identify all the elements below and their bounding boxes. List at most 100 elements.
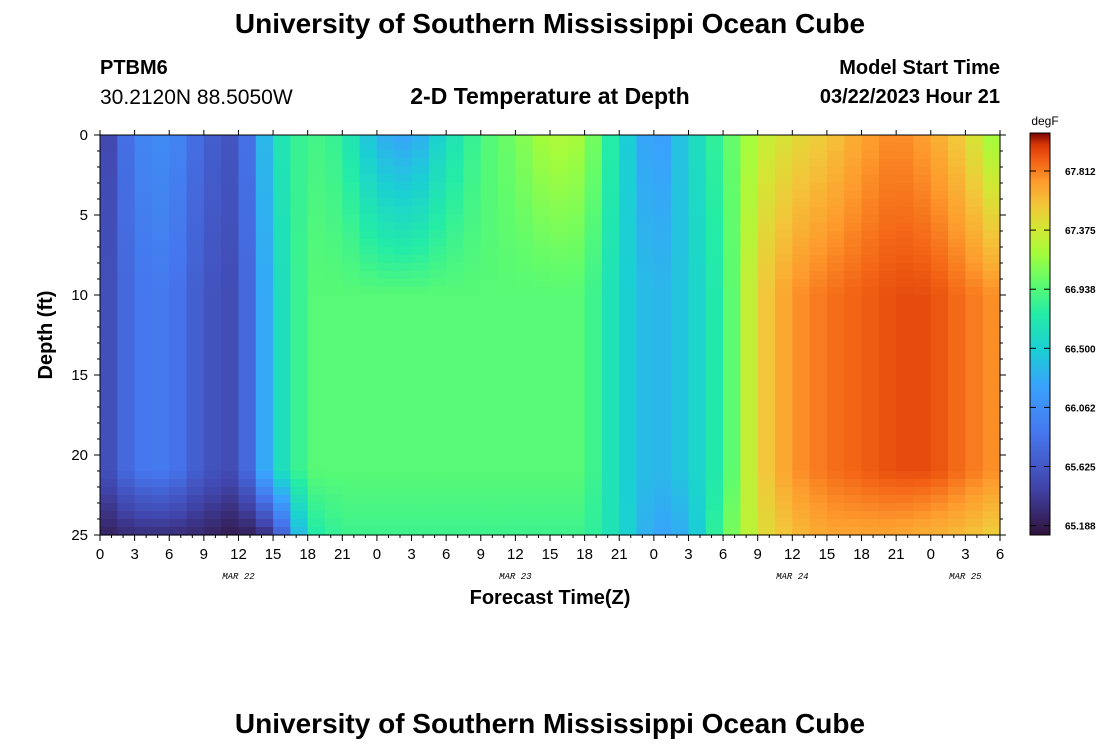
- heatmap-cell: [480, 351, 499, 360]
- heatmap-cell: [359, 335, 378, 344]
- heatmap-cell: [359, 495, 378, 504]
- heatmap-cell: [151, 263, 170, 272]
- heatmap-cell: [792, 351, 811, 360]
- heatmap-cell: [982, 271, 1001, 280]
- heatmap-cell: [567, 159, 586, 168]
- heatmap-cell: [480, 343, 499, 352]
- heatmap-cell: [653, 175, 672, 184]
- heatmap-cell: [982, 383, 1001, 392]
- heatmap-cell: [653, 223, 672, 232]
- heatmap-cell: [238, 159, 257, 168]
- heatmap-cell: [290, 423, 309, 432]
- heatmap-cell: [948, 343, 966, 352]
- heatmap-cell: [359, 391, 378, 400]
- heatmap-cell: [342, 303, 361, 312]
- heatmap-cell: [480, 439, 499, 448]
- heatmap-cell: [169, 415, 188, 424]
- heatmap-cell: [498, 287, 516, 296]
- heatmap-cell: [307, 151, 326, 160]
- heatmap-cell: [221, 415, 240, 424]
- heatmap-cell: [982, 431, 1001, 440]
- heatmap-cell: [411, 511, 430, 520]
- heatmap-cell: [203, 191, 222, 200]
- heatmap-cell: [948, 319, 966, 328]
- heatmap-cell: [653, 287, 672, 296]
- heatmap-cell: [861, 463, 880, 472]
- heatmap-cell: [290, 351, 309, 360]
- heatmap-cell: [498, 415, 516, 424]
- heatmap-cell: [896, 319, 915, 328]
- heatmap-cell: [359, 135, 378, 144]
- heatmap-cell: [532, 263, 551, 272]
- heatmap-cell: [428, 431, 447, 440]
- heatmap-cell: [325, 207, 343, 216]
- heatmap-cell: [792, 271, 811, 280]
- heatmap-cell: [896, 271, 915, 280]
- heatmap-cell: [151, 423, 170, 432]
- heatmap-cell: [532, 151, 551, 160]
- heatmap-cell: [134, 319, 153, 328]
- heatmap-cell: [186, 455, 205, 464]
- heatmap-cell: [965, 143, 984, 152]
- x-tick-label: 15: [542, 546, 559, 563]
- heatmap-cell: [186, 503, 205, 512]
- heatmap-cell: [480, 255, 499, 264]
- heatmap-cell: [428, 199, 447, 208]
- heatmap-cell: [428, 255, 447, 264]
- heatmap-cell: [601, 399, 620, 408]
- heatmap-cell: [359, 383, 378, 392]
- heatmap-cell: [826, 143, 845, 152]
- heatmap-cell: [273, 295, 291, 304]
- heatmap-cell: [653, 335, 672, 344]
- heatmap-cell: [705, 271, 724, 280]
- heatmap-cell: [653, 519, 672, 528]
- heatmap-cell: [411, 255, 430, 264]
- heatmap-cell: [601, 231, 620, 240]
- heatmap-cell: [619, 399, 638, 408]
- heatmap-cell: [636, 415, 655, 424]
- heatmap-cell: [273, 479, 291, 488]
- heatmap-cell: [757, 247, 776, 256]
- heatmap-cell: [567, 527, 586, 536]
- heatmap-cell: [394, 295, 413, 304]
- heatmap-cell: [740, 263, 759, 272]
- heatmap-cell: [723, 167, 741, 176]
- heatmap-cell: [238, 287, 257, 296]
- heatmap-cell: [878, 527, 897, 536]
- heatmap-cell: [169, 311, 188, 320]
- heatmap-cell: [550, 415, 568, 424]
- heatmap-cell: [221, 135, 240, 144]
- heatmap-cell: [550, 407, 568, 416]
- heatmap-cell: [480, 231, 499, 240]
- heatmap-cell: [861, 255, 880, 264]
- heatmap-cell: [809, 447, 828, 456]
- heatmap-cell: [203, 159, 222, 168]
- heatmap-cell: [134, 151, 153, 160]
- heatmap-cell: [428, 503, 447, 512]
- heatmap-cell: [394, 215, 413, 224]
- heatmap-cell: [342, 431, 361, 440]
- heatmap-cell: [342, 375, 361, 384]
- heatmap-cell: [134, 263, 153, 272]
- heatmap-cell: [584, 295, 603, 304]
- heatmap-cell: [930, 207, 949, 216]
- heatmap-cell: [809, 295, 828, 304]
- heatmap-cell: [982, 343, 1001, 352]
- heatmap-cell: [757, 343, 776, 352]
- heatmap-cell: [290, 431, 309, 440]
- heatmap-cell: [775, 151, 793, 160]
- heatmap-cell: [428, 223, 447, 232]
- heatmap-cell: [948, 391, 966, 400]
- heatmap-cell: [619, 343, 638, 352]
- colorbar-tick-label: 66.938: [1065, 285, 1096, 296]
- heatmap-cell: [376, 135, 395, 144]
- heatmap-cell: [653, 527, 672, 536]
- heatmap-cell: [878, 463, 897, 472]
- heatmap-cell: [446, 455, 465, 464]
- heatmap-cell: [307, 479, 326, 488]
- heatmap-cell: [930, 319, 949, 328]
- heatmap-cell: [826, 519, 845, 528]
- heatmap-cell: [273, 359, 291, 368]
- heatmap-cell: [273, 367, 291, 376]
- heatmap-cell: [428, 303, 447, 312]
